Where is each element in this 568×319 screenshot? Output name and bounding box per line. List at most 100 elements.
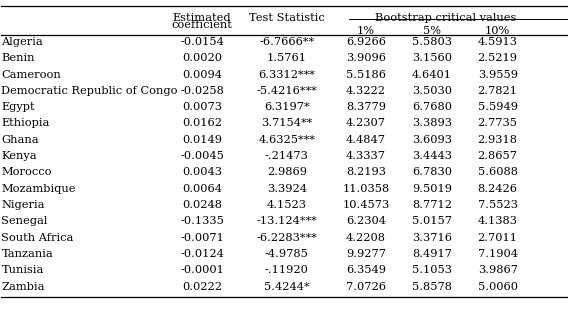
- Text: 3.9559: 3.9559: [478, 70, 517, 79]
- Text: 6.3197*: 6.3197*: [264, 102, 310, 112]
- Text: 4.1383: 4.1383: [478, 216, 517, 226]
- Text: 4.3337: 4.3337: [346, 151, 386, 161]
- Text: 3.6093: 3.6093: [412, 135, 452, 145]
- Text: 8.2426: 8.2426: [478, 184, 517, 194]
- Text: -6.2283***: -6.2283***: [256, 233, 317, 243]
- Text: 3.1560: 3.1560: [412, 53, 452, 63]
- Text: Ethiopia: Ethiopia: [1, 118, 50, 129]
- Text: 5%: 5%: [423, 26, 441, 36]
- Text: -0.1335: -0.1335: [180, 216, 224, 226]
- Text: Ghana: Ghana: [1, 135, 39, 145]
- Text: Egypt: Egypt: [1, 102, 35, 112]
- Text: 2.8657: 2.8657: [478, 151, 517, 161]
- Text: coefficient: coefficient: [172, 20, 232, 30]
- Text: -0.0071: -0.0071: [180, 233, 224, 243]
- Text: 6.7830: 6.7830: [412, 167, 452, 177]
- Text: -.21473: -.21473: [265, 151, 309, 161]
- Text: 4.4847: 4.4847: [346, 135, 386, 145]
- Text: 6.3549: 6.3549: [346, 265, 386, 275]
- Text: South Africa: South Africa: [1, 233, 74, 243]
- Text: 3.5030: 3.5030: [412, 86, 452, 96]
- Text: 3.3924: 3.3924: [267, 184, 307, 194]
- Text: 2.7821: 2.7821: [478, 86, 517, 96]
- Text: 5.8578: 5.8578: [412, 282, 452, 292]
- Text: 4.6325***: 4.6325***: [258, 135, 315, 145]
- Text: 4.2307: 4.2307: [346, 118, 386, 129]
- Text: Test Statistic: Test Statistic: [249, 13, 325, 23]
- Text: 5.0157: 5.0157: [412, 216, 452, 226]
- Text: Senegal: Senegal: [1, 216, 48, 226]
- Text: 11.0358: 11.0358: [343, 184, 390, 194]
- Text: -.11920: -.11920: [265, 265, 309, 275]
- Text: -0.0045: -0.0045: [180, 151, 224, 161]
- Text: 9.5019: 9.5019: [412, 184, 452, 194]
- Text: 1.5761: 1.5761: [267, 53, 307, 63]
- Text: 3.7154**: 3.7154**: [261, 118, 312, 129]
- Text: 3.4443: 3.4443: [412, 151, 452, 161]
- Text: 5.6088: 5.6088: [478, 167, 517, 177]
- Text: 10%: 10%: [485, 26, 510, 36]
- Text: 4.5913: 4.5913: [478, 37, 517, 47]
- Text: 6.9266: 6.9266: [346, 37, 386, 47]
- Text: 8.2193: 8.2193: [346, 167, 386, 177]
- Text: 5.5949: 5.5949: [478, 102, 517, 112]
- Text: 0.0064: 0.0064: [182, 184, 222, 194]
- Text: 2.7735: 2.7735: [478, 118, 517, 129]
- Text: 0.0248: 0.0248: [182, 200, 222, 210]
- Text: 2.5219: 2.5219: [478, 53, 517, 63]
- Text: Democratic Republic of Congo: Democratic Republic of Congo: [1, 86, 178, 96]
- Text: -0.0124: -0.0124: [180, 249, 224, 259]
- Text: 0.0222: 0.0222: [182, 282, 222, 292]
- Text: 5.0060: 5.0060: [478, 282, 517, 292]
- Text: 3.9096: 3.9096: [346, 53, 386, 63]
- Text: 0.0020: 0.0020: [182, 53, 222, 63]
- Text: 4.6401: 4.6401: [412, 70, 452, 79]
- Text: 3.9867: 3.9867: [478, 265, 517, 275]
- Text: Kenya: Kenya: [1, 151, 37, 161]
- Text: 5.1053: 5.1053: [412, 265, 452, 275]
- Text: Tunisia: Tunisia: [1, 265, 44, 275]
- Text: 2.9318: 2.9318: [478, 135, 517, 145]
- Text: Tanzania: Tanzania: [1, 249, 53, 259]
- Text: Cameroon: Cameroon: [1, 70, 61, 79]
- Text: Bootstrap critical values: Bootstrap critical values: [375, 13, 517, 23]
- Text: 7.1904: 7.1904: [478, 249, 517, 259]
- Text: Estimated: Estimated: [173, 13, 231, 23]
- Text: 2.9869: 2.9869: [267, 167, 307, 177]
- Text: Morocco: Morocco: [1, 167, 52, 177]
- Text: 7.5523: 7.5523: [478, 200, 517, 210]
- Text: 0.0073: 0.0073: [182, 102, 222, 112]
- Text: 6.2304: 6.2304: [346, 216, 386, 226]
- Text: 3.3893: 3.3893: [412, 118, 452, 129]
- Text: 8.3779: 8.3779: [346, 102, 386, 112]
- Text: 5.5803: 5.5803: [412, 37, 452, 47]
- Text: 8.4917: 8.4917: [412, 249, 452, 259]
- Text: 2.7011: 2.7011: [478, 233, 517, 243]
- Text: 0.0162: 0.0162: [182, 118, 222, 129]
- Text: 0.0149: 0.0149: [182, 135, 222, 145]
- Text: -0.0001: -0.0001: [180, 265, 224, 275]
- Text: -0.0154: -0.0154: [180, 37, 224, 47]
- Text: -5.4216***: -5.4216***: [256, 86, 317, 96]
- Text: Benin: Benin: [1, 53, 35, 63]
- Text: Nigeria: Nigeria: [1, 200, 45, 210]
- Text: 0.0043: 0.0043: [182, 167, 222, 177]
- Text: 7.0726: 7.0726: [346, 282, 386, 292]
- Text: 6.3312***: 6.3312***: [258, 70, 315, 79]
- Text: 4.3222: 4.3222: [346, 86, 386, 96]
- Text: Algeria: Algeria: [1, 37, 43, 47]
- Text: 3.3716: 3.3716: [412, 233, 452, 243]
- Text: 4.2208: 4.2208: [346, 233, 386, 243]
- Text: 0.0094: 0.0094: [182, 70, 222, 79]
- Text: 10.4573: 10.4573: [343, 200, 390, 210]
- Text: 1%: 1%: [357, 26, 375, 36]
- Text: 5.5186: 5.5186: [346, 70, 386, 79]
- Text: 4.1523: 4.1523: [267, 200, 307, 210]
- Text: -4.9785: -4.9785: [265, 249, 309, 259]
- Text: -6.7666**: -6.7666**: [259, 37, 315, 47]
- Text: 9.9277: 9.9277: [346, 249, 386, 259]
- Text: Zambia: Zambia: [1, 282, 45, 292]
- Text: 8.7712: 8.7712: [412, 200, 452, 210]
- Text: 6.7680: 6.7680: [412, 102, 452, 112]
- Text: 5.4244*: 5.4244*: [264, 282, 310, 292]
